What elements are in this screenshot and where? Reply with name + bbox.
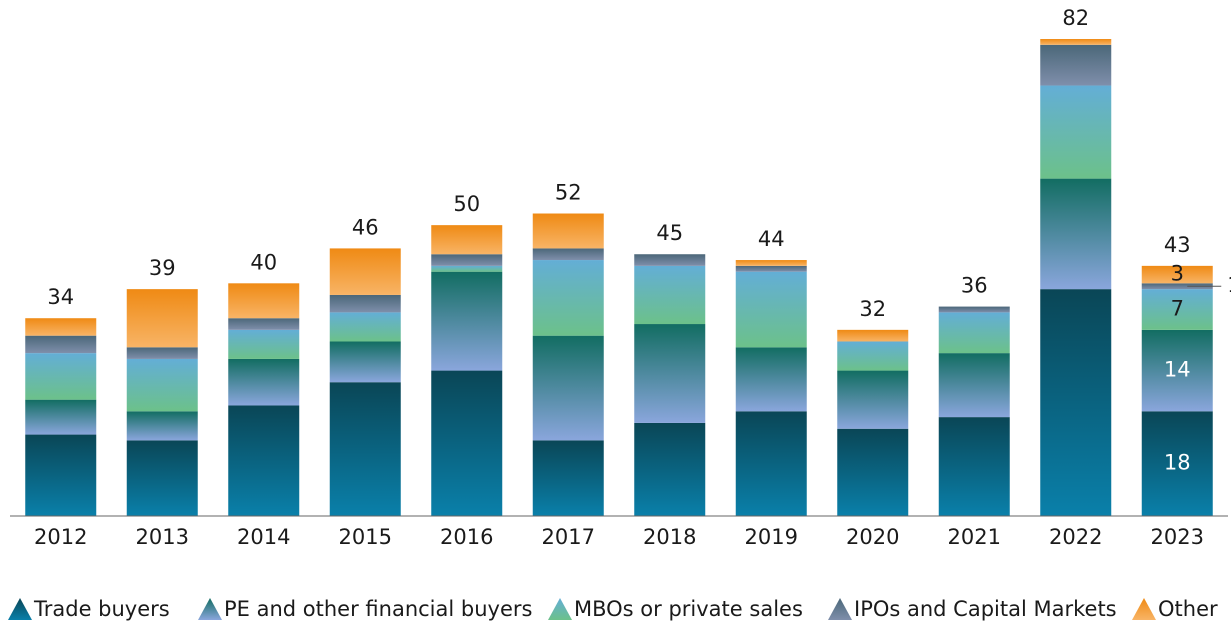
total-label: 82 bbox=[1062, 6, 1089, 30]
total-label: 39 bbox=[149, 256, 176, 280]
x-tick-label: 2021 bbox=[948, 525, 1001, 549]
x-tick-label: 2016 bbox=[440, 525, 493, 549]
x-tick-label: 2012 bbox=[34, 525, 87, 549]
bar-segment bbox=[431, 271, 503, 371]
bar-segment bbox=[532, 260, 604, 336]
bar-segment bbox=[25, 434, 97, 516]
bar-segment bbox=[837, 370, 909, 429]
bar-segment bbox=[634, 265, 706, 325]
bar-segment bbox=[126, 347, 198, 359]
bar-segment bbox=[532, 213, 604, 249]
bar-segment bbox=[228, 329, 300, 359]
total-label: 40 bbox=[250, 250, 277, 274]
data-label: 3 bbox=[1171, 262, 1184, 286]
bar-segment bbox=[735, 265, 807, 272]
bar-segment bbox=[431, 370, 503, 516]
bar-segment bbox=[837, 329, 909, 342]
x-tick-label: 2023 bbox=[1151, 525, 1204, 549]
total-label: 43 bbox=[1164, 233, 1191, 257]
bar-segment bbox=[938, 417, 1010, 516]
bar-segment bbox=[25, 399, 97, 435]
bar-segment bbox=[329, 294, 401, 313]
bar-segment bbox=[532, 440, 604, 516]
legend-label: IPOs and Capital Markets bbox=[854, 597, 1117, 621]
bar-segment bbox=[532, 248, 604, 261]
bar-segment bbox=[1040, 178, 1112, 290]
data-label: 18 bbox=[1164, 451, 1191, 475]
legend-label: Trade buyers bbox=[33, 597, 170, 621]
bar-segment bbox=[228, 283, 300, 319]
bar-segment bbox=[938, 306, 1010, 313]
bar-segment bbox=[1141, 283, 1213, 290]
total-label: 36 bbox=[961, 274, 988, 298]
bar-segment bbox=[634, 422, 706, 516]
legend-swatch bbox=[548, 598, 572, 620]
bar-segment bbox=[126, 411, 198, 441]
data-label: 14 bbox=[1164, 358, 1191, 382]
legend-label: MBOs or private sales bbox=[574, 597, 803, 621]
bar-segment bbox=[329, 341, 401, 383]
legend-swatch bbox=[198, 598, 222, 620]
bar-segment bbox=[228, 358, 300, 406]
legend-label: PE and other financial buyers bbox=[224, 597, 532, 621]
bar-segment bbox=[532, 335, 604, 441]
bar-segment bbox=[228, 405, 300, 516]
bar-segment bbox=[126, 440, 198, 516]
bar-segment bbox=[228, 318, 300, 330]
total-label: 50 bbox=[453, 192, 480, 216]
total-label: 44 bbox=[758, 227, 785, 251]
bar-segment bbox=[329, 382, 401, 516]
bar-segment bbox=[1040, 44, 1112, 86]
bar-segment bbox=[837, 341, 909, 371]
legend-label: Other bbox=[1158, 597, 1218, 621]
x-tick-label: 2015 bbox=[339, 525, 392, 549]
legend-swatch bbox=[8, 598, 32, 620]
bar-segment bbox=[25, 353, 97, 400]
bar-segment bbox=[735, 271, 807, 348]
data-label: 1 bbox=[1227, 273, 1231, 297]
bar-segment bbox=[1141, 289, 1213, 330]
x-tick-label: 2013 bbox=[136, 525, 189, 549]
total-label: 46 bbox=[352, 215, 379, 239]
bar-segment bbox=[431, 254, 503, 266]
x-tick-label: 2014 bbox=[237, 525, 290, 549]
total-label: 52 bbox=[555, 181, 582, 205]
x-tick-label: 2019 bbox=[745, 525, 798, 549]
x-tick-label: 2017 bbox=[542, 525, 595, 549]
bar-segment bbox=[837, 428, 909, 516]
bar-segment bbox=[938, 353, 1010, 418]
bar-segment bbox=[735, 411, 807, 516]
data-label: 7 bbox=[1171, 296, 1184, 320]
bar-segment bbox=[1040, 85, 1112, 179]
bar-segment bbox=[329, 312, 401, 342]
bar-segment bbox=[735, 347, 807, 412]
legend-swatch bbox=[828, 598, 852, 620]
bar-segment bbox=[1040, 289, 1112, 516]
total-label: 34 bbox=[47, 285, 74, 309]
bar-segment bbox=[1141, 411, 1213, 516]
bar-segment bbox=[735, 260, 807, 266]
bar-segment bbox=[634, 254, 706, 266]
bar-segment bbox=[431, 225, 503, 255]
total-label: 32 bbox=[859, 297, 886, 321]
bar-segment bbox=[1141, 265, 1213, 284]
bar-segment bbox=[634, 324, 706, 423]
total-label: 45 bbox=[656, 221, 683, 245]
bar-segment bbox=[25, 335, 97, 354]
bar-segment bbox=[431, 265, 503, 272]
legend-swatch bbox=[1132, 598, 1156, 620]
bar-segment bbox=[329, 248, 401, 295]
x-tick-label: 2020 bbox=[846, 525, 899, 549]
x-tick-label: 2018 bbox=[643, 525, 696, 549]
bar-segment bbox=[25, 318, 97, 336]
x-tick-label: 2022 bbox=[1049, 525, 1102, 549]
bar-segment bbox=[1040, 39, 1112, 45]
bar-segment bbox=[938, 312, 1010, 354]
bar-segment bbox=[126, 358, 198, 412]
bar-segment bbox=[1141, 329, 1213, 412]
bar-segment bbox=[126, 289, 198, 348]
